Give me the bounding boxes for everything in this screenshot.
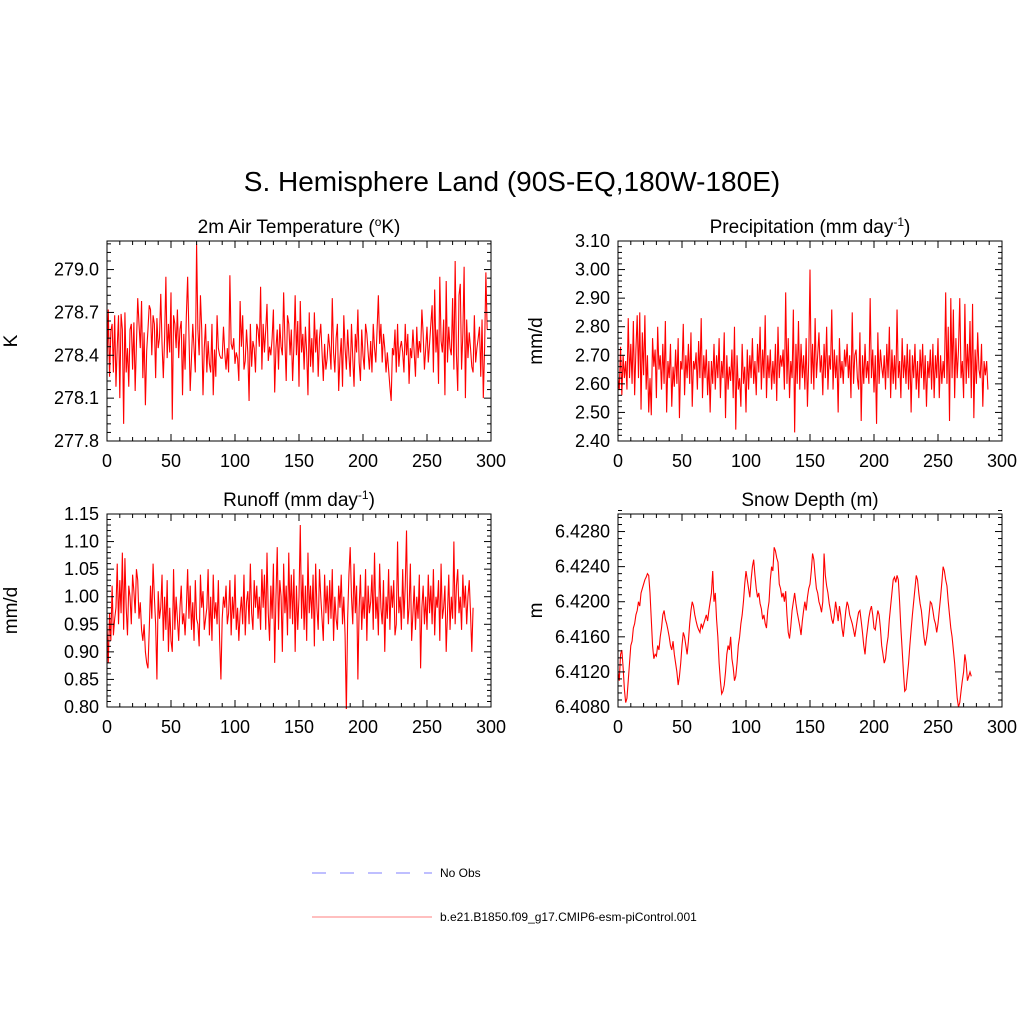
y-tick-label-snow-depth: 6.4280 bbox=[555, 522, 610, 542]
y-tick-label-runoff: 1.10 bbox=[64, 532, 99, 552]
x-tick-label-runoff: 300 bbox=[476, 717, 506, 737]
x-tick-label-runoff: 150 bbox=[284, 717, 314, 737]
y-tick-label-runoff: 0.90 bbox=[64, 642, 99, 662]
series-line-snow-depth bbox=[618, 547, 972, 708]
x-tick-label-precipitation: 150 bbox=[795, 451, 825, 471]
x-tick-label-temperature: 250 bbox=[412, 451, 442, 471]
x-tick-label-temperature: 100 bbox=[220, 451, 250, 471]
series-line-temperature bbox=[107, 243, 488, 424]
y-axis-label-runoff: mm/d bbox=[1, 587, 22, 635]
x-tick-label-temperature: 150 bbox=[284, 451, 314, 471]
y-tick-label-precipitation: 2.90 bbox=[575, 288, 610, 308]
x-tick-label-temperature: 50 bbox=[161, 451, 181, 471]
legend: No Obs b.e21.B1850.f09_g17.CMIP6-esm-piC… bbox=[312, 866, 697, 924]
panel-title-temperature: 2m Air Temperature (oK) bbox=[198, 215, 401, 238]
y-tick-label-runoff: 0.85 bbox=[64, 669, 99, 689]
y-tick-label-temperature: 278.1 bbox=[54, 388, 99, 408]
x-tick-label-precipitation: 0 bbox=[613, 451, 623, 471]
panel-title-text: Snow Depth (m) bbox=[741, 490, 878, 511]
x-tick-label-temperature: 200 bbox=[348, 451, 378, 471]
panel-title-superscript: -1 bbox=[358, 488, 369, 502]
x-tick-label-precipitation: 250 bbox=[923, 451, 953, 471]
y-tick-label-snow-depth: 6.4120 bbox=[555, 662, 610, 682]
panel-title-suffix: ) bbox=[369, 490, 375, 511]
panel-temperature: 0 50 100 150 200 250 300 277.8 278.1 278.4 278.7 27… bbox=[1, 215, 506, 471]
legend-label-no-obs: No Obs bbox=[440, 866, 481, 880]
y-tick-label-precipitation: 2.40 bbox=[575, 431, 610, 451]
legend-label-model: b.e21.B1850.f09_g17.CMIP6-esm-piControl.… bbox=[440, 910, 697, 924]
series-line-precipitation bbox=[618, 269, 989, 433]
panel-snow-depth: 0 50 100 150 200 250 300 6.4080 6.4120 6.4160 6.42… bbox=[526, 490, 1017, 737]
y-tick-label-runoff: 0.95 bbox=[64, 614, 99, 634]
y-tick-label-precipitation: 3.10 bbox=[575, 231, 610, 251]
x-tick-label-snow-depth: 100 bbox=[731, 717, 761, 737]
series-line-runoff bbox=[107, 525, 474, 709]
x-tick-label-snow-depth: 300 bbox=[987, 717, 1017, 737]
y-tick-label-precipitation: 3.00 bbox=[575, 260, 610, 280]
y-axis-label-snow-depth: m bbox=[526, 603, 547, 619]
panel-title-precipitation: Precipitation (mm day-1) bbox=[710, 215, 911, 238]
panels: 0 50 100 150 200 250 300 277.8 278.1 278.4 278.7 27… bbox=[1, 215, 1017, 737]
x-tick-label-runoff: 200 bbox=[348, 717, 378, 737]
figure-title: S. Hemisphere Land (90S-EQ,180W-180E) bbox=[243, 166, 781, 197]
y-tick-label-temperature: 277.8 bbox=[54, 431, 99, 451]
panel-title-text: Runoff (mm day bbox=[223, 490, 358, 511]
plot-frame-snow-depth bbox=[617, 513, 1003, 708]
x-tick-label-runoff: 100 bbox=[220, 717, 250, 737]
panel-title-superscript: o bbox=[375, 215, 382, 229]
y-tick-label-temperature: 278.4 bbox=[54, 345, 99, 365]
panel-title-text: Precipitation (mm day bbox=[710, 217, 894, 238]
panel-title-suffix: K) bbox=[381, 217, 400, 238]
x-tick-label-precipitation: 50 bbox=[672, 451, 692, 471]
x-tick-label-temperature: 0 bbox=[102, 451, 112, 471]
y-axis-label-temperature: K bbox=[1, 334, 22, 347]
y-tick-label-precipitation: 2.60 bbox=[575, 374, 610, 394]
x-tick-label-runoff: 50 bbox=[161, 717, 181, 737]
y-axis-label-precipitation: mm/d bbox=[526, 317, 547, 365]
x-tick-label-snow-depth: 150 bbox=[795, 717, 825, 737]
y-tick-label-precipitation: 2.70 bbox=[575, 345, 610, 365]
x-tick-label-snow-depth: 250 bbox=[923, 717, 953, 737]
y-tick-label-precipitation: 2.50 bbox=[575, 402, 610, 422]
panel-precipitation: 0 50 100 150 200 250 300 2.40 2.50 2.60 2.70 2.80 2.… bbox=[526, 215, 1017, 471]
y-tick-label-runoff: 1.05 bbox=[64, 559, 99, 579]
x-tick-label-precipitation: 200 bbox=[859, 451, 889, 471]
panel-title-text: 2m Air Temperature ( bbox=[198, 217, 376, 238]
y-tick-label-temperature: 279.0 bbox=[54, 260, 99, 280]
y-tick-label-snow-depth: 6.4080 bbox=[555, 697, 610, 717]
y-tick-label-snow-depth: 6.4240 bbox=[555, 557, 610, 577]
x-tick-label-precipitation: 300 bbox=[987, 451, 1017, 471]
y-tick-label-snow-depth: 6.4200 bbox=[555, 592, 610, 612]
x-tick-label-runoff: 0 bbox=[102, 717, 112, 737]
panel-title-snow-depth: Snow Depth (m) bbox=[741, 490, 878, 511]
x-tick-label-snow-depth: 200 bbox=[859, 717, 889, 737]
y-tick-label-temperature: 278.7 bbox=[54, 302, 99, 322]
x-tick-label-temperature: 300 bbox=[476, 451, 506, 471]
panel-title-runoff: Runoff (mm day-1) bbox=[223, 488, 375, 511]
y-tick-label-runoff: 0.80 bbox=[64, 697, 99, 717]
x-tick-label-runoff: 250 bbox=[412, 717, 442, 737]
x-tick-label-precipitation: 100 bbox=[731, 451, 761, 471]
y-tick-label-snow-depth: 6.4160 bbox=[555, 627, 610, 647]
x-tick-label-snow-depth: 50 bbox=[672, 717, 692, 737]
panel-runoff: 0 50 100 150 200 250 300 0.80 0.85 0.90 0.95 1.00 1.… bbox=[1, 488, 506, 737]
y-tick-label-runoff: 1.00 bbox=[64, 587, 99, 607]
y-tick-label-precipitation: 2.80 bbox=[575, 317, 610, 337]
y-tick-label-runoff: 1.15 bbox=[64, 504, 99, 524]
panel-title-superscript: -1 bbox=[893, 215, 904, 229]
panel-title-suffix: ) bbox=[904, 217, 910, 238]
x-tick-label-snow-depth: 0 bbox=[613, 717, 623, 737]
